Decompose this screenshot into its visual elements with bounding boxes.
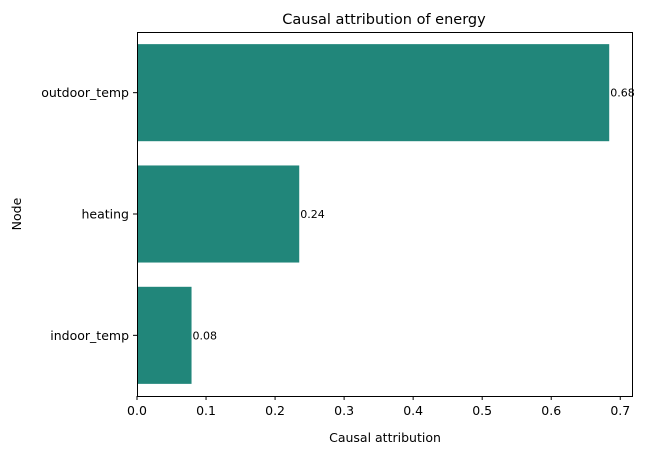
- x-axis-label: Causal attribution: [329, 430, 441, 445]
- x-axis-ticks: 0.0 0.1 0.2 0.3 0.4 0.5 0.6 0.7: [127, 396, 630, 418]
- value-label-heating: 0.24: [300, 208, 325, 221]
- bar-heating: [137, 165, 300, 263]
- chart-title: Causal attribution of energy: [282, 12, 486, 28]
- x-tick-label: 0.5: [472, 403, 492, 418]
- x-tick-label: 0.0: [127, 403, 147, 418]
- value-label-indoor_temp: 0.08: [193, 329, 218, 342]
- y-axis-label: Node: [9, 197, 24, 230]
- y-tick-label-outdoor_temp: outdoor_temp: [41, 85, 129, 100]
- bars-group: [137, 44, 610, 384]
- x-tick-label: 0.2: [265, 403, 285, 418]
- x-tick-label: 0.6: [541, 403, 561, 418]
- y-tick-label-indoor_temp: indoor_temp: [50, 328, 129, 343]
- x-tick-label: 0.1: [196, 403, 216, 418]
- x-tick-label: 0.7: [610, 403, 630, 418]
- value-labels-group: 0.68 0.24 0.08: [193, 87, 635, 343]
- x-tick-label: 0.4: [403, 403, 423, 418]
- y-tick-label-heating: heating: [81, 207, 129, 222]
- bar-outdoor_temp: [137, 44, 610, 142]
- plot-frame: [137, 32, 633, 397]
- x-tick-label: 0.3: [334, 403, 354, 418]
- bar-indoor_temp: [137, 286, 192, 384]
- value-label-outdoor_temp: 0.68: [610, 87, 635, 100]
